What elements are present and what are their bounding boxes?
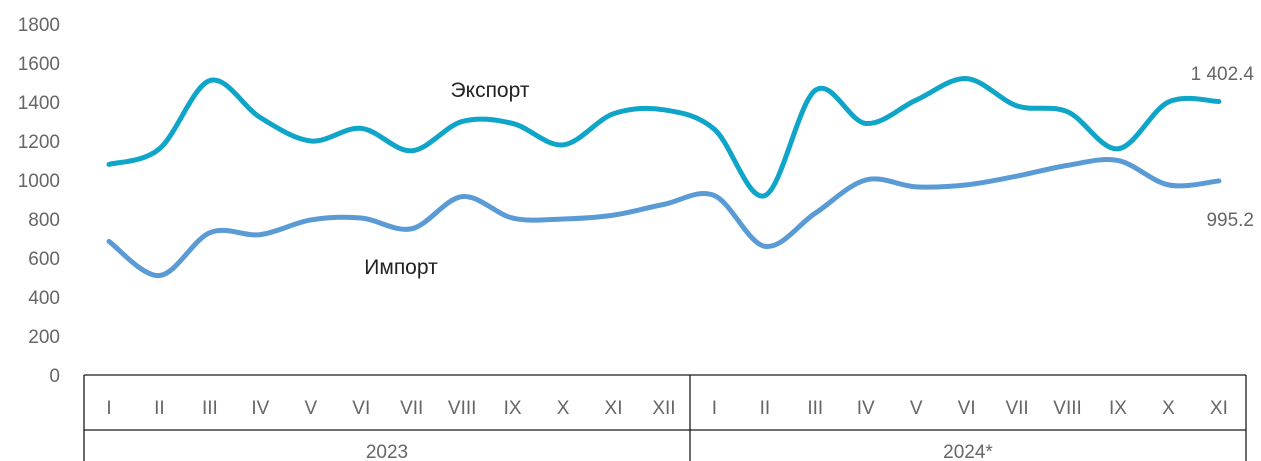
x-tick-label: VII [400, 398, 423, 419]
x-tick-label: XII [652, 398, 675, 419]
x-tick-label: II [154, 398, 165, 419]
y-tick-label: 400 [28, 288, 60, 309]
x-tick-label: I [106, 398, 111, 419]
x-tick-label: X [557, 398, 570, 419]
y-tick-label: 600 [28, 249, 60, 270]
series-label-export: Экспорт [451, 79, 530, 102]
x-tick-label: I [712, 398, 717, 419]
end-value-export: 1 402.4 [1191, 64, 1255, 85]
y-tick-label: 1800 [18, 15, 60, 36]
series-line-export [106, 76, 1222, 199]
y-tick-label: 1200 [18, 132, 60, 153]
x-tick-label: IX [504, 398, 522, 419]
series-layer [106, 76, 1222, 279]
x-tick-label: IX [1109, 398, 1127, 419]
x-tick-label: VI [958, 398, 976, 419]
x-tick-label: III [202, 398, 218, 419]
x-tick-label: IV [857, 398, 875, 419]
y-tick-label: 1000 [18, 171, 60, 192]
x-tick-label: VIII [448, 398, 477, 419]
x-axis: I II III IV V VI VII VIII IX X XI XII I II III IV V VI VII… [83, 374, 1247, 461]
x-tick-label: V [910, 398, 923, 419]
x-tick-label: V [304, 398, 317, 419]
y-tick-label: 1400 [18, 93, 60, 114]
x-tick-label: III [807, 398, 823, 419]
x-tick-label: VIII [1053, 398, 1082, 419]
y-tick-label: 0 [49, 366, 60, 387]
y-tick-label: 1600 [18, 54, 60, 75]
series-label-import: Импорт [364, 256, 438, 279]
series-line-import [106, 157, 1222, 279]
x-tick-label: VI [352, 398, 370, 419]
x-tick-label: XI [605, 398, 623, 419]
y-axis: 0 200 400 600 800 1000 1200 1400 1600 1800 [18, 15, 60, 387]
year-group-label: 2024* [943, 442, 993, 461]
x-tick-label: X [1162, 398, 1175, 419]
year-group-label: 2023 [366, 442, 408, 461]
x-tick-label: VII [1005, 398, 1028, 419]
y-tick-label: 200 [28, 327, 60, 348]
y-tick-label: 800 [28, 210, 60, 231]
end-value-import: 995.2 [1206, 210, 1254, 231]
x-tick-label: XI [1210, 398, 1228, 419]
x-tick-label: II [760, 398, 771, 419]
x-tick-label: IV [251, 398, 269, 419]
